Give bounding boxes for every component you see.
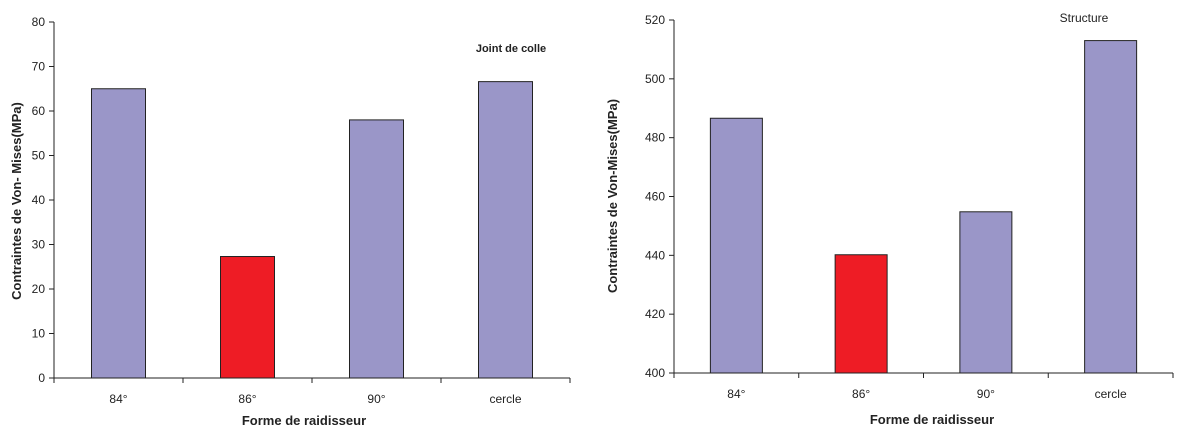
right-bars	[709, 40, 1138, 374]
left-y-tick-label-5: 50	[32, 149, 46, 163]
left-x-tick-label-2: 90°	[367, 392, 385, 406]
left-x-axis-title: Forme de raidisseur	[242, 413, 366, 427]
left-y-tick-label-6: 60	[32, 104, 46, 118]
right-bar-3	[1084, 40, 1138, 374]
left-x-axis: 84° 86° 90° cercle	[49, 377, 571, 406]
right-y-tick-label-2: 440	[645, 248, 665, 262]
left-annotation: Joint de colle	[476, 43, 546, 55]
left-y-tick-label-4: 40	[32, 193, 46, 207]
right-bar-1	[834, 254, 888, 374]
left-y-tick-label-0: 0	[38, 371, 45, 385]
left-x-tick-label-3: cercle	[489, 392, 521, 406]
left-bar-1	[220, 256, 275, 379]
right-x-axis: 84° 86° 90° cercle	[669, 372, 1174, 401]
left-y-tick-label-3: 30	[32, 238, 46, 252]
right-y-axis: 400 420 440 460 480 500 520	[645, 13, 675, 380]
right-y-axis-title: Contraintes de Von-Mises(MPa)	[605, 99, 620, 293]
right-bar-0	[709, 117, 763, 374]
right-x-tick-label-0: 84°	[727, 387, 745, 401]
left-bar-3	[478, 81, 533, 379]
left-x-tick-label-0: 84°	[109, 392, 127, 406]
left-x-tick-label-1: 86°	[238, 392, 256, 406]
left-y-tick-label-8: 80	[32, 15, 46, 29]
right-y-tick-label-1: 420	[645, 307, 665, 321]
right-y-tick-label-5: 500	[645, 72, 665, 86]
chart-structure: 400 420 440 460 480 500 520 84° 86° 90° cercle St…	[605, 11, 1174, 427]
right-bar-2	[959, 211, 1013, 374]
left-y-axis-title: Contraintes de Von- Mises(MPa)	[9, 102, 24, 300]
right-y-tick-label-3: 460	[645, 190, 665, 204]
left-y-tick-label-2: 20	[32, 282, 46, 296]
left-y-tick-label-7: 70	[32, 60, 46, 74]
left-y-tick-label-1: 10	[32, 327, 46, 341]
right-x-tick-label-1: 86°	[852, 387, 870, 401]
right-y-tick-label-4: 480	[645, 131, 665, 145]
right-y-tick-label-6: 520	[645, 13, 665, 27]
right-x-tick-label-2: 90°	[977, 387, 995, 401]
left-y-axis: 0 10 20 30 40 50 60 70 80	[32, 15, 55, 385]
left-bar-2	[349, 119, 404, 379]
chart-joint-de-colle: 0 10 20 30 40 50 60 70 80 84° 86° 90° cercle Joint …	[9, 15, 571, 427]
right-x-axis-title: Forme de raidisseur	[870, 412, 994, 427]
right-annotation: Structure	[1060, 11, 1109, 25]
left-bars	[91, 81, 533, 379]
right-x-tick-label-3: cercle	[1095, 387, 1127, 401]
left-bar-0	[91, 88, 146, 379]
right-y-tick-label-0: 400	[645, 366, 665, 380]
